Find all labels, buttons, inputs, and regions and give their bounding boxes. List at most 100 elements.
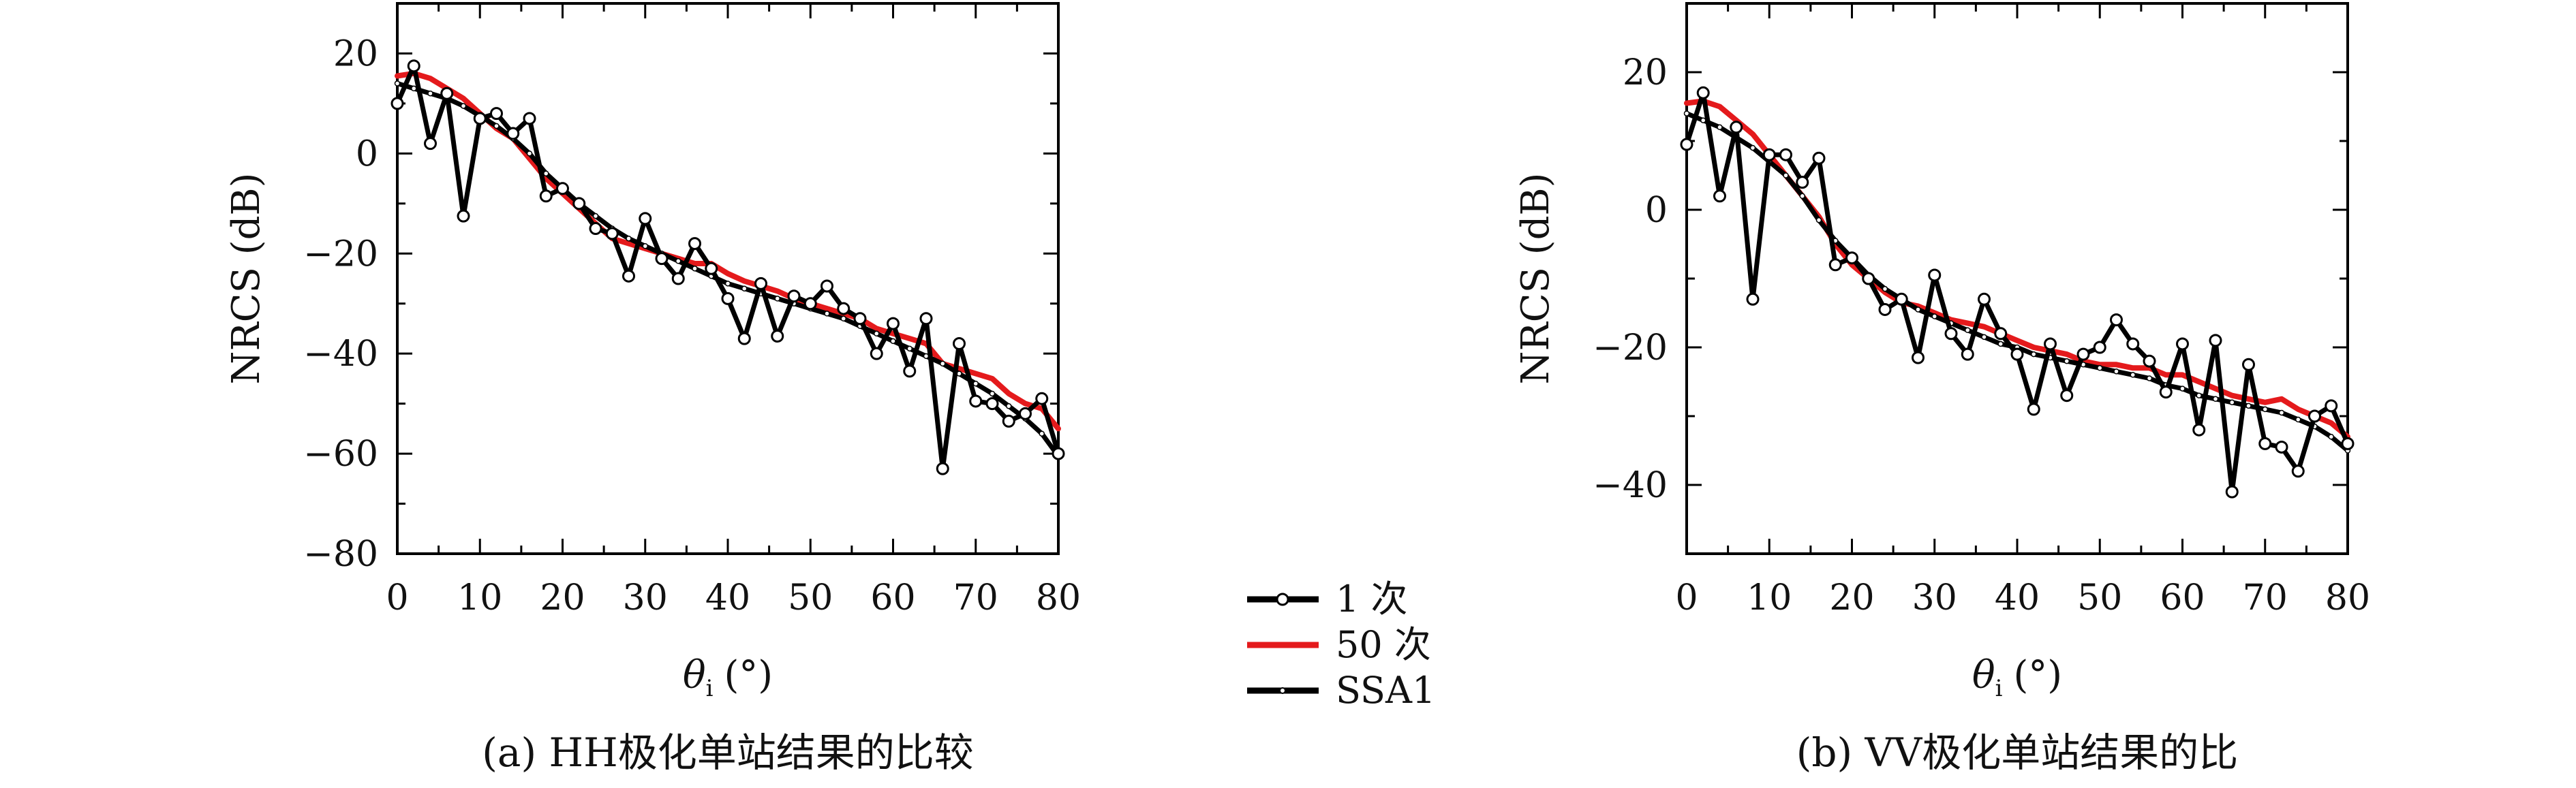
panel-b-series-ssa1-point	[2245, 403, 2252, 409]
legend-label-3: SSA1	[1336, 669, 1435, 712]
panel-b-caption: (b) VV极化单站结果的比	[1796, 729, 2239, 776]
panel-a-series-ssa1-point	[940, 360, 946, 367]
panel-b-x-tick-label: 20	[1829, 578, 1874, 618]
panel-b-x-axis-unit: (°)	[2013, 653, 2062, 697]
panel-b-series-single-point	[1796, 176, 1809, 189]
panel-b-x-axis-label: θi (°)	[1972, 653, 2062, 702]
panel-a-series-ssa1-point	[989, 390, 996, 397]
panel-b-y-tick-label: 0	[1645, 190, 1668, 231]
panel-b-y-tick-label: −20	[1593, 328, 1668, 368]
panel-a-y-tick-label: −60	[303, 434, 378, 475]
panel-a-series-single-point	[803, 297, 817, 311]
panel-a-series-single-point	[903, 364, 917, 378]
panel-b-series-single-point	[2192, 423, 2206, 437]
panel-b-series-single-point	[1730, 121, 1743, 134]
panel-b-x-axis-symbol: θ	[1972, 653, 1995, 697]
panel-a-series-single-point	[655, 252, 669, 266]
panel-a-series-single-point	[1052, 447, 1065, 460]
panel-b-series-single-point	[1713, 189, 1726, 203]
panel-a-series-ssa1-point	[592, 212, 599, 219]
panel-b-series-ssa1-point	[1882, 285, 1888, 292]
panel-a-x-tick-label: 70	[953, 578, 998, 618]
panel-b-series	[1680, 86, 2355, 499]
panel-a-series-ssa1-point	[972, 381, 979, 387]
panel-b-series-ssa1-point	[1981, 334, 1987, 341]
panel-a-series-single-point	[622, 269, 635, 283]
panel-b-series-single-point	[1828, 258, 1842, 272]
panel-a-series-single-point	[639, 212, 652, 225]
panel-b-series-single-point	[2159, 385, 2173, 399]
panel-b-series-single-point	[1878, 302, 1892, 316]
panel-a-series-single-point	[572, 197, 586, 210]
panel-a-series-ssa1-point	[460, 103, 467, 109]
panel-b-series-single-point	[2093, 341, 2106, 354]
panel-a-series-single-point	[853, 312, 867, 326]
panel-b-series-single-point	[1978, 292, 1991, 306]
panel-a-series-ssa1-point	[741, 285, 748, 291]
panel-b-series-ssa1-point	[2295, 416, 2301, 423]
panel-a-series-single-point	[407, 59, 420, 73]
panel-b-series-single-point	[2044, 337, 2057, 351]
panel-a-series-ssa1-point	[874, 330, 880, 337]
legend-marker-1	[1276, 593, 1289, 606]
panel-a-plot-frame	[396, 2, 1060, 555]
panel-a-series-single-point	[440, 86, 454, 100]
panel-b-series-ssa1-point	[2097, 365, 2103, 371]
panel-a-series-single-point	[457, 209, 470, 223]
panel-b-series-single-point	[1812, 151, 1826, 165]
panel-b-series-ssa1-point	[2196, 392, 2202, 398]
panel-a-series-ssa1-point	[1039, 430, 1045, 437]
legend-item-1: 1 次	[1247, 578, 1408, 620]
panel-a-y-tick-label: 0	[356, 133, 378, 174]
panel-a-series-ssa1-point	[675, 258, 681, 264]
panel-b-x-axis-subscript: i	[1995, 675, 2003, 702]
panel-a-x-axis-subscript: i	[706, 675, 714, 702]
legend-item-2: 50 次	[1247, 623, 1431, 666]
panel-b-series-ssa1-point	[1815, 217, 1822, 223]
panel-b-series-single-point	[2176, 337, 2189, 351]
legend-label-2: 50 次	[1336, 623, 1431, 666]
panel-b-series-single-point	[1994, 327, 2008, 341]
panel-b-series-single-point	[2076, 347, 2090, 361]
panel-a-series-single-point	[771, 329, 784, 343]
panel-b-series-ssa1-point	[2212, 396, 2219, 402]
panel-a-series-single-point	[936, 462, 949, 475]
panel-b-series-single-point	[1895, 292, 1908, 306]
panel-a-series-ssa1-point	[493, 123, 500, 129]
panel-b-x-tick-label: 0	[1675, 578, 1698, 618]
panel-a-x-axis-label: θi (°)	[683, 653, 773, 702]
panel-b-series-ssa1-point	[2229, 399, 2235, 406]
panel-a-series-ssa1-point	[906, 345, 913, 352]
panel-a-series-single-point	[1002, 414, 1015, 428]
panel-b-series-single-point	[2143, 354, 2156, 368]
panel-a-series-single-point	[539, 189, 553, 203]
panel-b-x-tick-label: 50	[2077, 578, 2122, 618]
panel-a-series-ssa1-line	[395, 81, 1061, 459]
panel-a-y-tick-label: −20	[303, 234, 378, 274]
panel-b-series-single-point	[2110, 313, 2123, 327]
panel-b-series-single-point	[1762, 148, 1776, 161]
panel-a-series-single-point	[424, 137, 437, 151]
panel-a: 0 10 20 30 40 50 60 70 80 20 0 −20 −40 −60 −80 NRCS (d…	[224, 2, 1081, 776]
panel-b-series-ssa1-point	[1997, 341, 2004, 347]
panel-a-series-single-point	[1019, 407, 1032, 420]
panel-a-series-ssa1-point	[526, 151, 533, 157]
panel-a-x-tick-label: 30	[623, 578, 668, 618]
panel-a-y-tick-label: 20	[333, 33, 378, 74]
panel-a-series-ssa1-point	[692, 266, 698, 272]
panel-a-series-single-point	[985, 397, 999, 411]
panel-a-x-tick-label: 80	[1036, 578, 1081, 618]
panel-b-x-tick-label: 40	[1995, 578, 2040, 618]
panel-b-series-ssa1-point	[2179, 385, 2186, 392]
panel-b-series-ssa1-point	[2278, 409, 2285, 416]
panel-a-series-single-point	[705, 262, 718, 275]
panel-b-ticks: 0 10 20 30 40 50 60 70 80 20 0 −20 −40	[1593, 2, 2370, 618]
panel-b-x-tick-label: 60	[2160, 578, 2205, 618]
panel-a-x-tick-label: 50	[788, 578, 833, 618]
panel-b-series-ssa1-point	[2064, 358, 2070, 364]
panel-b: 0 10 20 30 40 50 60 70 80 20 0 −20 −40 NRCS (dB) θi (…	[1514, 2, 2370, 776]
panel-b-series-ssa1-point	[2113, 368, 2119, 375]
panel-a-series-single-point	[821, 279, 833, 293]
panel-a-series-single-point	[473, 112, 487, 125]
